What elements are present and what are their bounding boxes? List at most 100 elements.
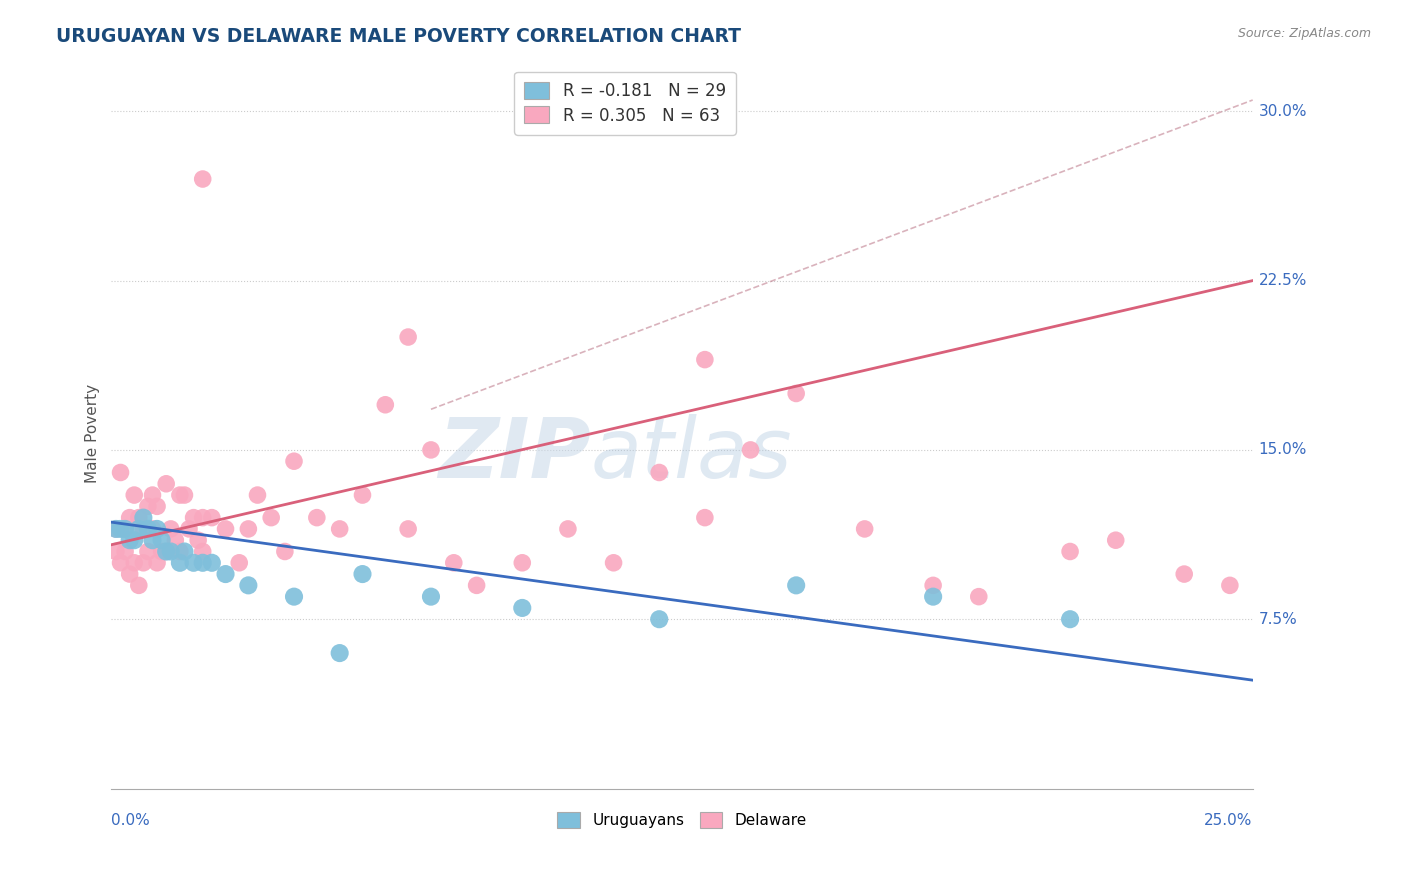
Text: Source: ZipAtlas.com: Source: ZipAtlas.com [1237,27,1371,40]
Point [238,578,260,592]
Point [329,646,352,660]
Point [922,590,945,604]
Point [785,386,807,401]
Point [165,533,187,548]
Point [1219,578,1241,592]
Point [104,522,127,536]
Point [246,488,269,502]
Text: 30.0%: 30.0% [1258,103,1308,119]
Point [146,500,169,514]
Point [110,556,132,570]
Point [136,544,159,558]
Y-axis label: Male Poverty: Male Poverty [86,384,100,483]
Point [922,578,945,592]
Point [155,544,177,558]
Point [201,556,224,570]
Text: 15.0%: 15.0% [1258,442,1306,458]
Point [283,454,305,468]
Point [118,567,141,582]
Point [110,522,132,536]
Point [118,510,141,524]
Point [693,510,716,524]
Point [136,522,159,536]
Point [648,466,671,480]
Legend: Uruguayans, Delaware: Uruguayans, Delaware [551,806,813,834]
Point [122,556,145,570]
Point [118,533,141,548]
Point [602,556,624,570]
Point [305,510,328,524]
Point [150,533,173,548]
Point [110,466,132,480]
Text: 7.5%: 7.5% [1258,612,1298,627]
Point [443,556,465,570]
Text: 22.5%: 22.5% [1258,273,1306,288]
Point [283,590,305,604]
Point [187,533,209,548]
Point [465,578,488,592]
Point [141,533,163,548]
Point [173,544,195,558]
Point [274,544,297,558]
Point [374,398,396,412]
Text: atlas: atlas [591,414,793,495]
Point [146,556,169,570]
Point [557,522,579,536]
Point [693,352,716,367]
Point [177,522,200,536]
Point [260,510,283,524]
Point [853,522,876,536]
Point [201,510,224,524]
Point [159,522,181,536]
Point [1059,612,1081,626]
Point [214,567,236,582]
Point [510,556,533,570]
Point [114,522,136,536]
Point [155,544,177,558]
Text: 25.0%: 25.0% [1205,814,1253,829]
Text: ZIP: ZIP [439,414,591,495]
Point [329,522,352,536]
Point [159,544,181,558]
Point [785,578,807,592]
Point [114,522,136,536]
Point [122,488,145,502]
Point [141,488,163,502]
Point [1173,567,1195,582]
Point [967,590,990,604]
Point [136,500,159,514]
Point [228,556,250,570]
Point [104,522,127,536]
Point [191,544,214,558]
Text: URUGUAYAN VS DELAWARE MALE POVERTY CORRELATION CHART: URUGUAYAN VS DELAWARE MALE POVERTY CORRE… [56,27,741,45]
Point [173,488,195,502]
Point [128,522,150,536]
Point [128,578,150,592]
Point [169,544,191,558]
Point [191,510,214,524]
Point [420,590,443,604]
Point [122,533,145,548]
Point [238,522,260,536]
Point [352,567,374,582]
Point [191,172,214,186]
Point [396,522,419,536]
Point [1059,544,1081,558]
Point [191,556,214,570]
Text: 0.0%: 0.0% [111,814,150,829]
Point [132,556,155,570]
Point [146,522,169,536]
Point [169,488,191,502]
Point [183,556,205,570]
Point [169,556,191,570]
Point [150,544,173,558]
Point [141,522,163,536]
Point [1105,533,1128,548]
Point [396,330,419,344]
Point [510,601,533,615]
Point [420,442,443,457]
Point [155,476,177,491]
Point [132,510,155,524]
Point [128,510,150,524]
Point [214,522,236,536]
